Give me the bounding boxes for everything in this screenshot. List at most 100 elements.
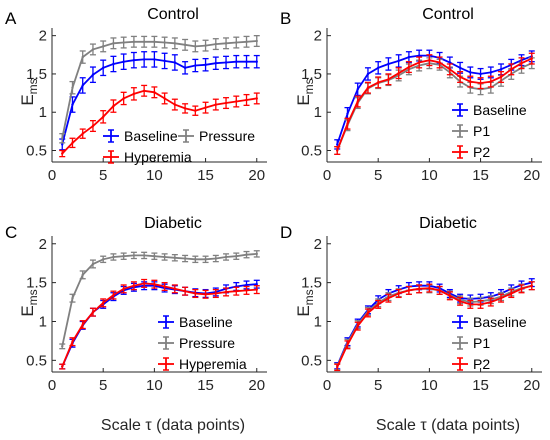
data-point-c-1-16	[224, 255, 228, 259]
data-point-a-0-14	[204, 63, 207, 66]
data-point-c-1-18	[245, 253, 248, 256]
data-point-a-1-17	[235, 41, 238, 44]
data-point-a-2-4	[101, 115, 105, 119]
x-axis-label-c: Scale τ (data points)	[101, 417, 245, 434]
data-point-c-2-18	[245, 289, 248, 292]
data-point-c-2-7	[132, 284, 136, 287]
x-tick-label-c-2: 10	[146, 377, 163, 394]
data-point-b-0-12	[458, 66, 462, 70]
data-point-d-2-13	[469, 303, 472, 306]
data-point-a-0-13	[194, 64, 197, 67]
data-point-a-0-10	[163, 59, 166, 63]
data-point-b-2-19	[530, 57, 533, 60]
panel-label-b: B	[280, 9, 291, 28]
data-point-c-2-9	[153, 282, 156, 286]
series-b-2	[334, 52, 535, 155]
data-point-a-0-7	[132, 58, 136, 62]
data-point-c-1-6	[122, 255, 125, 258]
series-a-0	[59, 51, 260, 151]
x-tick-label-d-3: 15	[472, 377, 489, 394]
data-point-b-2-3	[366, 86, 370, 89]
data-point-b-2-9	[428, 58, 431, 62]
data-point-a-1-3	[91, 48, 95, 51]
data-point-d-2-7	[407, 289, 411, 292]
legend-label-d-1: P1	[473, 335, 490, 351]
panel-d: D Diabetic Ems Scale τ (data points)	[280, 215, 520, 434]
data-point-b-0-4	[376, 66, 380, 70]
data-point-b-2-4	[376, 81, 380, 84]
series-line-b-2	[336, 57, 533, 151]
data-point-d-2-6	[397, 292, 400, 295]
data-point-b-0-11	[448, 61, 452, 64]
data-point-c-1-14	[204, 258, 207, 261]
data-point-c-2-13	[194, 292, 197, 295]
data-point-b-2-1	[346, 122, 349, 125]
data-point-a-2-13	[194, 109, 197, 112]
data-point-c-2-14	[204, 293, 207, 296]
y-tick-label-b-3: 2	[314, 28, 322, 45]
y-axis-label-b: Ems	[294, 78, 316, 105]
x-tick-label-d-0: 0	[323, 377, 331, 394]
data-point-b-0-2	[356, 88, 359, 91]
data-point-c-1-0	[61, 345, 64, 348]
data-point-a-0-1	[71, 103, 74, 106]
data-point-d-2-12	[458, 300, 462, 303]
data-point-d-2-4	[376, 303, 380, 306]
data-point-c-1-4	[101, 258, 105, 261]
data-point-c-2-11	[173, 287, 177, 291]
x-tick-label-c-0: 0	[48, 377, 56, 394]
data-point-b-0-16	[499, 68, 503, 71]
x-tick-label-c-4: 20	[248, 377, 265, 394]
data-point-a-1-4	[101, 45, 105, 48]
panel-label-a: A	[5, 9, 17, 28]
data-point-d-2-18	[520, 287, 523, 291]
data-point-a-0-4	[101, 66, 105, 70]
series-line-d-2	[336, 284, 533, 368]
data-point-b-0-8	[417, 54, 421, 57]
data-point-c-2-10	[163, 285, 166, 288]
data-point-a-2-0	[61, 152, 64, 155]
data-point-b-2-8	[417, 61, 421, 64]
data-point-c-1-13	[194, 258, 197, 261]
data-point-b-2-11	[448, 68, 452, 71]
data-point-a-0-19	[255, 60, 258, 63]
panel-title-b: Control	[422, 6, 474, 23]
data-point-b-0-15	[489, 71, 493, 74]
data-point-a-2-1	[71, 141, 74, 145]
data-point-b-0-1	[346, 112, 349, 115]
data-point-a-2-12	[183, 107, 187, 110]
data-point-a-1-13	[194, 45, 197, 48]
plot-c: 0 5 10 15 20 0.5 1 1.5 2 Baseline Pressure Hyperemi…	[26, 236, 267, 394]
data-point-d-2-5	[387, 296, 390, 300]
legend-label-d-2: P2	[473, 356, 490, 372]
y-axis-label-c: Ems	[18, 289, 40, 316]
legend-label-b-1: P1	[473, 123, 490, 139]
y-tick-label-b-1: 1	[314, 104, 322, 121]
data-point-c-2-12	[183, 289, 187, 293]
data-point-c-2-6	[122, 287, 125, 291]
panel-label-d: D	[280, 223, 292, 242]
data-point-c-1-15	[214, 257, 218, 260]
y-tick-label-a-2: 1.5	[26, 66, 47, 83]
data-point-d-2-15	[489, 300, 493, 304]
data-point-c-1-19	[255, 252, 258, 256]
data-point-a-2-16	[224, 101, 228, 105]
data-point-c-2-5	[112, 293, 115, 297]
x-tick-label-a-3: 15	[197, 167, 214, 184]
data-point-c-2-4	[101, 301, 105, 305]
data-point-a-1-16	[224, 42, 228, 45]
data-point-c-1-3	[91, 262, 95, 266]
data-point-d-2-11	[448, 294, 452, 298]
data-point-a-2-11	[173, 103, 177, 106]
legend-label-c-0: Baseline	[179, 314, 233, 330]
series-c-1	[59, 250, 260, 350]
panel-label-c: C	[5, 223, 17, 242]
data-point-d-2-3	[366, 311, 370, 315]
data-point-c-1-1	[71, 296, 74, 300]
series-a-2	[59, 84, 260, 158]
series-a-1	[59, 35, 260, 144]
series-line-a-0	[61, 58, 257, 145]
x-tick-label-c-3: 15	[197, 377, 214, 394]
x-tick-label-a-4: 20	[248, 167, 265, 184]
